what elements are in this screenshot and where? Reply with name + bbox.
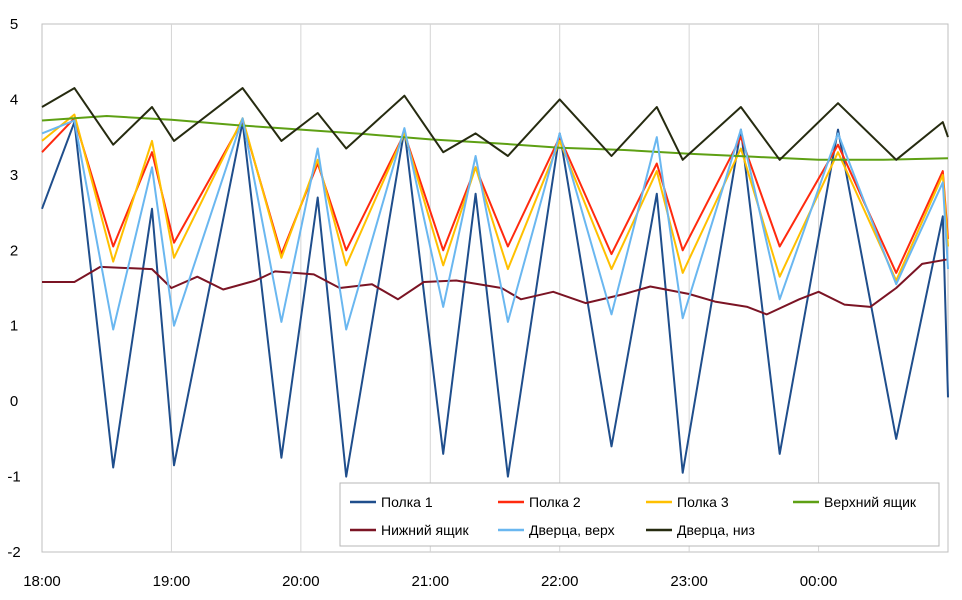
x-tick-label: 23:00	[670, 573, 708, 590]
legend-label: Полка 2	[529, 494, 581, 510]
x-tick-label: 22:00	[541, 573, 579, 590]
series-line	[42, 258, 949, 316]
series-line	[41, 115, 949, 161]
series-line	[41, 87, 949, 161]
legend-label: Дверца, верх	[529, 522, 615, 538]
y-tick-label: 3	[10, 167, 18, 184]
y-tick-label: 4	[10, 91, 18, 108]
legend-label: Дверца, низ	[677, 522, 755, 538]
legend-label: Нижний ящик	[381, 522, 469, 538]
y-tick-label: 5	[10, 16, 18, 33]
series-line	[41, 121, 949, 478]
plot-area	[41, 23, 949, 553]
series-line	[41, 117, 949, 331]
y-tick-label: -1	[7, 469, 20, 486]
x-tick-label: 19:00	[153, 573, 191, 590]
x-tick-label: 21:00	[412, 573, 450, 590]
y-tick-label: 2	[10, 242, 18, 259]
y-tick-label: 0	[10, 393, 18, 410]
legend-label: Полка 3	[677, 494, 729, 510]
legend: Полка 1 Полка 2 Полка 3 Верхний ящик Нижний …	[339, 482, 940, 547]
x-axis-ticks: 18:00 19:00 20:00 21:00 22:00 23:00 00:00	[23, 573, 837, 590]
x-tick-label: 00:00	[800, 573, 838, 590]
legend-box	[339, 482, 940, 547]
y-tick-label: 1	[10, 318, 18, 335]
legend-label: Верхний ящик	[824, 494, 917, 510]
y-axis-ticks: -2 -1 0 1 2 3 4 5	[7, 16, 20, 561]
grid-lines	[41, 23, 949, 553]
series-lines	[41, 87, 949, 478]
x-tick-label: 20:00	[282, 573, 320, 590]
legend-label: Полка 1	[381, 494, 433, 510]
x-tick-label: 18:00	[23, 573, 61, 590]
y-tick-label: -2	[7, 544, 20, 561]
series-line	[41, 113, 949, 282]
